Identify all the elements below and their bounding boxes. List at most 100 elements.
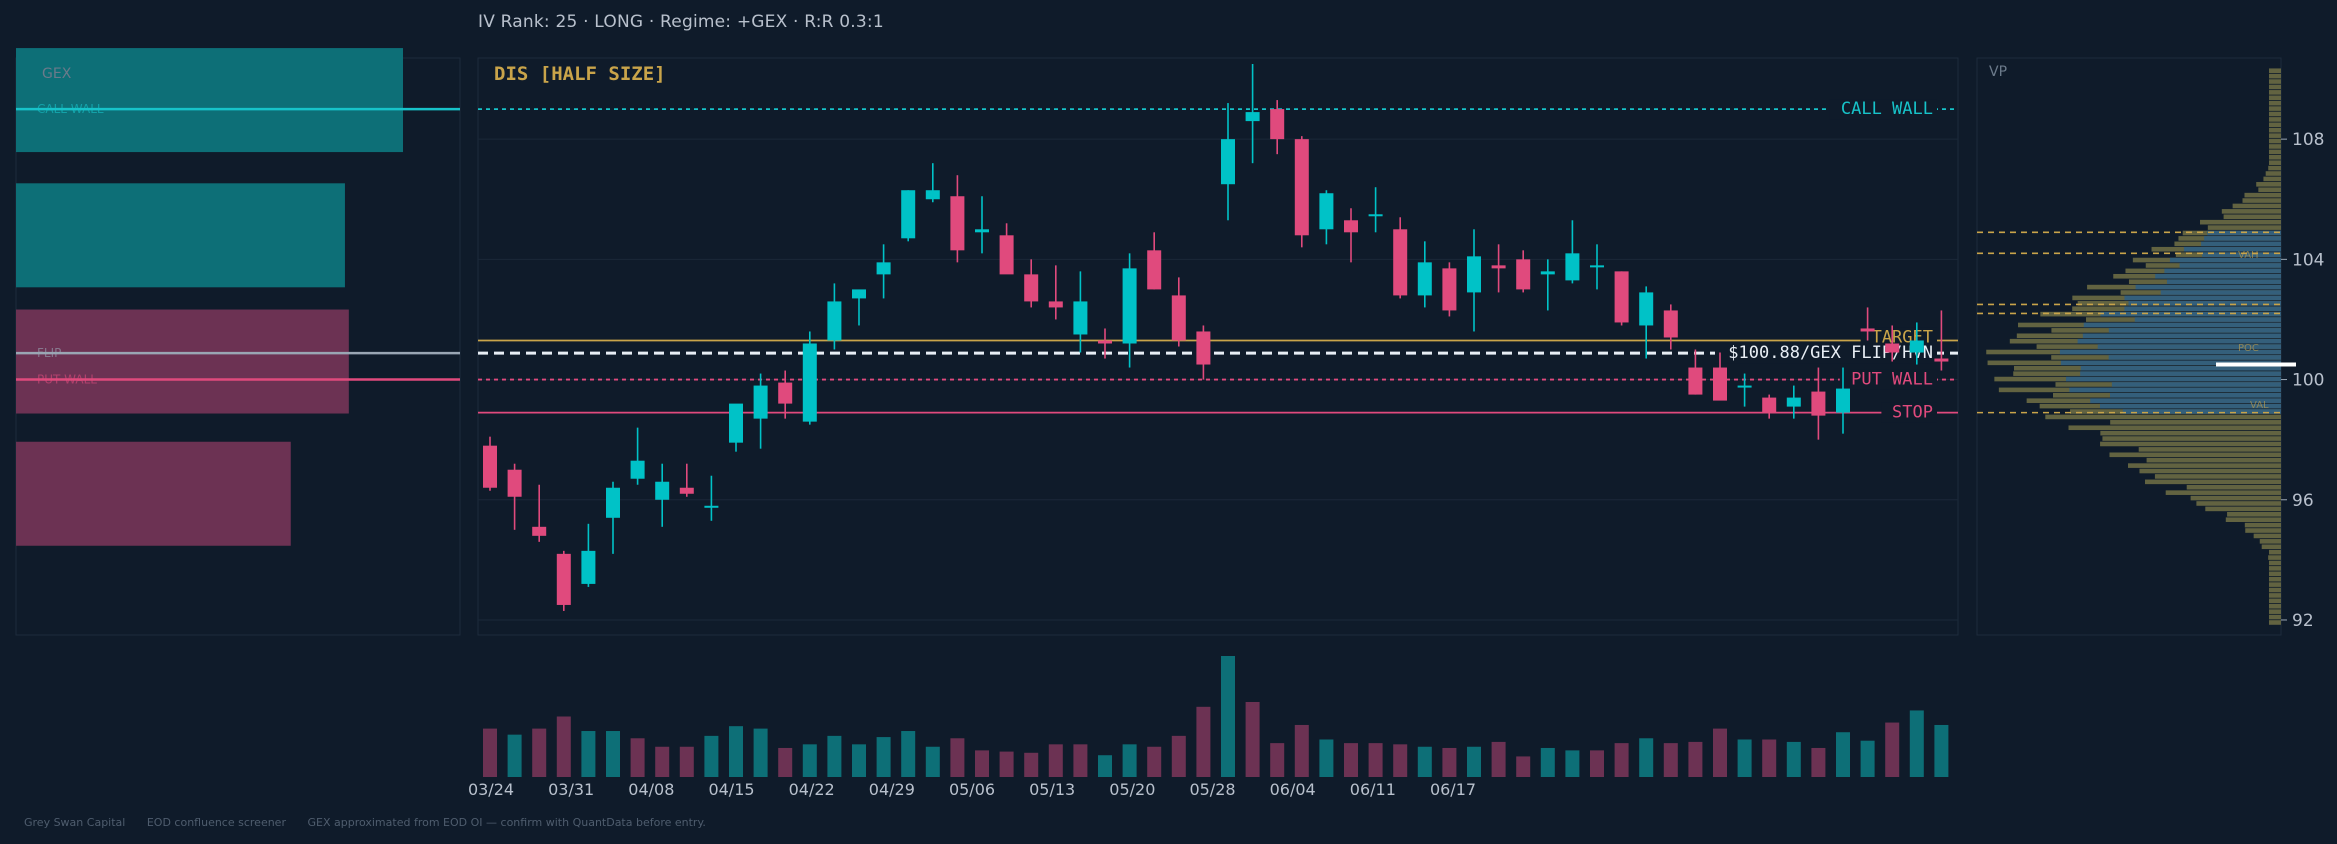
vp-bar [2269, 598, 2281, 604]
volume-bar [901, 731, 916, 777]
volume-bar [507, 734, 522, 777]
volume-bar [1811, 747, 1826, 777]
vp-value-area-bar [2169, 257, 2281, 263]
y-tick-label: 108 [2292, 130, 2324, 150]
volume-bar [1098, 755, 1112, 777]
vp-bar [2269, 620, 2281, 625]
vp-value-area-bar [2066, 376, 2281, 382]
x-tick-label: 05/06 [949, 780, 995, 799]
level-label-bg [1715, 343, 1937, 364]
vp-bar [2242, 198, 2281, 203]
candle-body [753, 385, 768, 419]
volume-bar [1122, 744, 1137, 777]
x-tick-label: 06/04 [1270, 780, 1316, 799]
candle-body [532, 526, 547, 536]
volume-bar [1590, 750, 1604, 777]
gex-layer: CALL WALL FLIP PUT WALL [16, 48, 460, 546]
candle-body [852, 289, 866, 299]
volume-bar [581, 731, 596, 777]
candle-body [1294, 139, 1309, 236]
x-tick-label: 05/28 [1189, 780, 1235, 799]
gex-bar [16, 183, 345, 288]
vp-label: VAH [2238, 250, 2259, 261]
volume-bar [1762, 739, 1777, 777]
vp-bar [2100, 441, 2281, 447]
gex-level-label: CALL WALL [37, 102, 104, 116]
candle-body [1319, 193, 1334, 230]
gex-title: GEX [42, 66, 72, 82]
vp-bar [2244, 522, 2281, 528]
x-tick-label: 04/22 [789, 780, 835, 799]
volume-bar [1860, 740, 1875, 777]
gex-bar [16, 309, 349, 414]
volume-bar [729, 726, 743, 777]
vp-bar [2269, 154, 2281, 160]
x-tick-label: 04/15 [708, 780, 754, 799]
volume-bar [1713, 728, 1727, 777]
candle-body [507, 469, 522, 497]
vp-value-area-bar [2124, 306, 2281, 312]
vp-value-area-bar [2109, 392, 2281, 398]
candle-body [1713, 367, 1727, 401]
candle-body [581, 550, 596, 584]
vp-value-area-bar [2099, 403, 2281, 409]
candle-body [1639, 292, 1654, 326]
candle-body [1048, 301, 1063, 308]
volume-bar [1147, 746, 1162, 777]
volume-bar [1737, 739, 1752, 777]
vp-bar [2227, 511, 2281, 517]
candle-body [1663, 310, 1678, 338]
vp-bar [2269, 160, 2281, 165]
vp-bar [2269, 609, 2281, 614]
volume-bar [1221, 656, 1235, 777]
vp-label: POC [2238, 343, 2259, 354]
candle-body [606, 487, 620, 518]
candle-body [630, 460, 645, 479]
volume-bar [1073, 744, 1088, 777]
vp-bar [2244, 192, 2281, 198]
footer-disclaimer: GEX approximated from EOD OI — confirm w… [307, 816, 706, 829]
candle-body [1934, 358, 1949, 362]
vp-bar [2221, 209, 2281, 214]
vp-bar [2269, 566, 2281, 571]
candle-body [1786, 397, 1801, 407]
volume-bar [827, 735, 842, 777]
volume-bar [1540, 747, 1555, 777]
price-panel [477, 57, 1959, 636]
vp-bar [2269, 111, 2281, 117]
vp-bar [2190, 495, 2281, 501]
volume-bar [999, 751, 1014, 777]
vp-value-area-bar [2135, 284, 2281, 290]
volume-bar [679, 746, 694, 777]
vp-bar [2269, 560, 2281, 566]
volume-bar [1393, 744, 1408, 777]
vp-bar [2196, 501, 2281, 506]
level-label-bg [1829, 99, 1937, 120]
vp-value-area-bar [2128, 301, 2281, 306]
vp-value-area-bar [2090, 398, 2281, 403]
vp-bar [2269, 149, 2281, 155]
vp-value-area-bar [2108, 355, 2281, 360]
candle-body [1860, 328, 1875, 332]
candle-body [704, 505, 719, 508]
vp-bar [2256, 182, 2281, 187]
vp-bar [2259, 539, 2281, 544]
vp-bar [2269, 127, 2281, 133]
volume-bar [1885, 722, 1900, 777]
candle-body [975, 229, 989, 233]
vp-bar [2258, 187, 2281, 193]
candle-body [1590, 265, 1604, 268]
volume-bar [606, 731, 620, 777]
level-label-bg [1881, 402, 1937, 423]
candle-body [655, 481, 670, 500]
vp-bar [2154, 474, 2281, 479]
volume-bar [925, 746, 940, 777]
level-label: $100.88/GEX FLIP/HVN [1728, 343, 1933, 363]
vp-bar [2269, 614, 2281, 620]
candle-body [1393, 229, 1408, 296]
volume-bar [1344, 743, 1358, 777]
candle-body [1122, 268, 1137, 344]
vp-bar [2269, 603, 2281, 609]
volume-bar [1294, 724, 1309, 777]
vp-bar [2265, 171, 2281, 176]
